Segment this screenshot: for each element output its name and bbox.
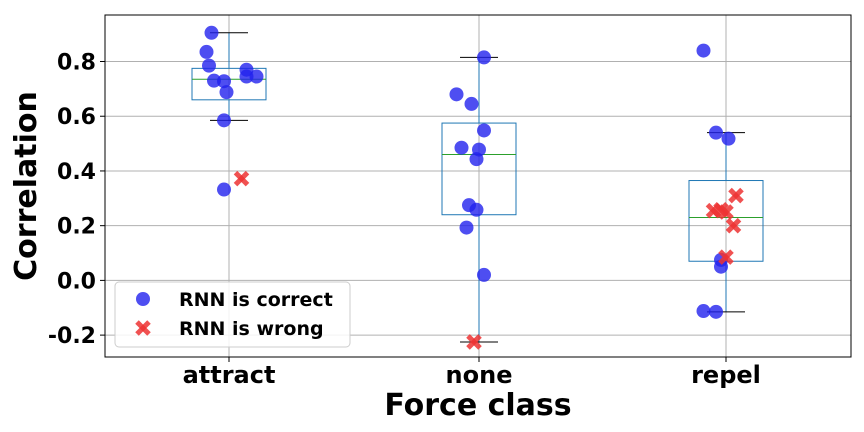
box-attract (191, 67, 267, 101)
point-correct (459, 220, 474, 235)
legend-label-correct: RNN is correct (179, 289, 333, 311)
legend-box (114, 281, 351, 348)
point-correct (449, 87, 464, 102)
point-wrong (718, 204, 734, 220)
y-tick-label: 0.2 (57, 215, 96, 240)
point-correct (217, 182, 231, 197)
point-correct (469, 152, 484, 167)
legend-marker-correct (136, 292, 150, 306)
y-tick-label: 0.8 (57, 51, 96, 76)
y-tick-label: 0.6 (57, 105, 96, 130)
point-correct (709, 304, 723, 319)
point-correct (217, 113, 231, 128)
point-correct (477, 123, 491, 138)
plot-frame (104, 14, 852, 358)
point-correct (199, 44, 214, 59)
point-correct (696, 304, 711, 319)
x-tick-label-repel: repel (691, 361, 761, 389)
point-correct (207, 73, 221, 88)
point-wrong (728, 187, 744, 204)
y-axis-ticks: -0.2 0.0 0.2 0.4 0.6 0.8 (48, 51, 105, 349)
x-tick-label-attract: attract (183, 361, 276, 389)
x-stroke (718, 204, 734, 220)
x-stroke (466, 334, 482, 350)
x-stroke (725, 217, 742, 234)
x-stroke (233, 170, 250, 187)
point-correct (477, 267, 491, 282)
legend-label-wrong: RNN is wrong (179, 318, 324, 340)
x-stroke (728, 187, 744, 204)
point-correct (477, 50, 491, 65)
y-axis-title: Correlation (9, 91, 44, 281)
scatter-points (199, 25, 744, 350)
point-wrong (718, 249, 734, 265)
x-stroke (135, 320, 151, 336)
y-tick-label: -0.2 (48, 324, 96, 349)
x-stroke (718, 249, 734, 265)
legend-x-glyph (135, 320, 151, 336)
point-correct (469, 202, 484, 217)
point-correct (217, 74, 231, 89)
point-correct (714, 259, 728, 274)
point-correct (696, 43, 711, 58)
point-correct (721, 131, 736, 146)
x-axis-title: Force class (384, 388, 571, 423)
point-correct (454, 140, 469, 155)
point-correct (204, 25, 219, 40)
point-correct (239, 69, 254, 84)
x-tick-label-none: none (446, 361, 513, 389)
point-correct (464, 96, 479, 111)
point-wrong (233, 170, 250, 187)
point-correct (249, 69, 264, 84)
x-axis-ticks: attract none repel (183, 357, 761, 389)
point-wrong (725, 217, 742, 234)
point-correct (219, 85, 234, 100)
legend: RNN is correct RNN is wrong (114, 281, 351, 348)
point-wrong (466, 334, 482, 350)
legend-marker-wrong (135, 320, 151, 336)
y-tick-label: 0.4 (57, 160, 96, 185)
point-correct (709, 125, 723, 140)
y-tick-label: 0.0 (57, 269, 96, 294)
point-correct (202, 58, 216, 73)
